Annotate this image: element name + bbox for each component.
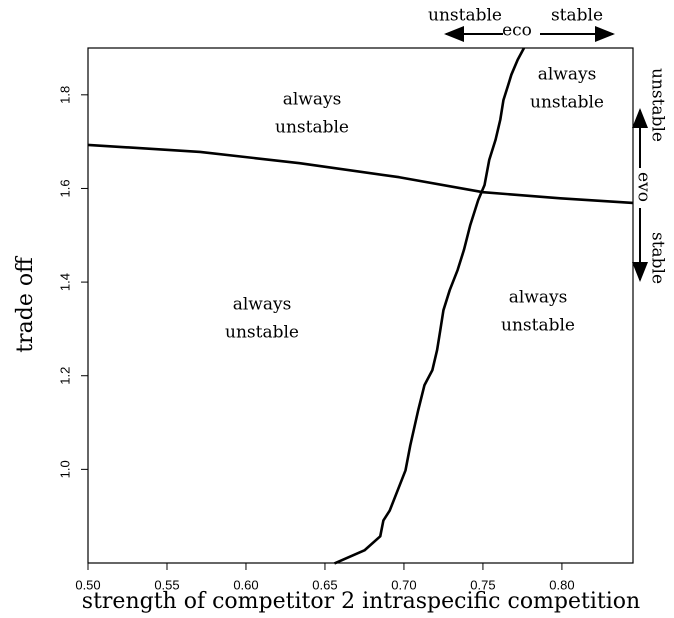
eco-label: eco <box>502 21 532 41</box>
x-tick-label: 0.75 <box>470 577 495 592</box>
y-axis-label: trade off <box>13 256 38 353</box>
region-label: always <box>233 295 292 315</box>
x-tick-label: 0.65 <box>312 577 337 592</box>
region-label: unstable <box>225 323 299 343</box>
evo-unstable: unstable <box>648 68 668 142</box>
y-tick-label: 1.6 <box>57 179 72 197</box>
x-tick-label: 0.60 <box>233 577 258 592</box>
y-tick-label: 1.0 <box>57 460 72 478</box>
x-axis-label: strength of competitor 2 intraspecific c… <box>82 589 640 614</box>
eco-unstable: unstable <box>428 6 502 26</box>
x-tick-label: 0.70 <box>391 577 416 592</box>
region-label: unstable <box>501 316 575 336</box>
x-tick-label: 0.80 <box>549 577 574 592</box>
region-label: always <box>509 288 568 308</box>
y-tick-label: 1.2 <box>57 367 72 385</box>
region-label: always <box>283 90 342 110</box>
y-tick-label: 1.4 <box>57 273 72 291</box>
evo-stable: stable <box>648 232 668 284</box>
curve <box>333 47 526 565</box>
curve <box>87 143 634 205</box>
region-label: unstable <box>530 93 604 113</box>
evo-label: evo <box>634 172 654 202</box>
y-tick-label: 1.8 <box>57 86 72 104</box>
x-tick-label: 0.55 <box>154 577 179 592</box>
region-label: unstable <box>275 118 349 138</box>
x-tick-label: 0.50 <box>75 577 100 592</box>
eco-stable: stable <box>551 6 603 26</box>
plot-frame <box>87 47 634 564</box>
region-label: always <box>538 65 597 85</box>
